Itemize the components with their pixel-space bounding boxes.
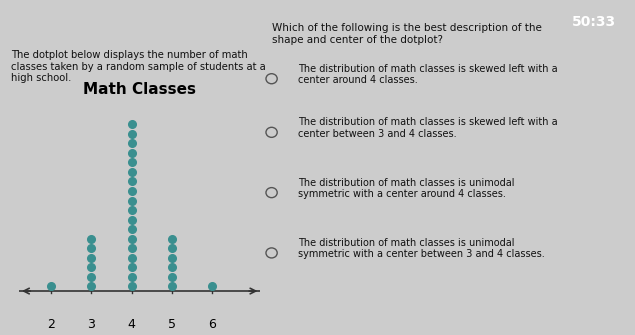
Text: The distribution of math classes is unimodal
symmetric with a center around 4 cl: The distribution of math classes is unim…: [298, 178, 514, 199]
Text: The dotplot below displays the number of math
classes taken by a random sample o: The dotplot below displays the number of…: [11, 50, 266, 83]
Text: The distribution of math classes is skewed left with a
center around 4 classes.: The distribution of math classes is skew…: [298, 64, 558, 85]
Text: 50:33: 50:33: [572, 15, 616, 29]
Title: Math Classes: Math Classes: [83, 81, 196, 96]
Text: The distribution of math classes is skewed left with a
center between 3 and 4 cl: The distribution of math classes is skew…: [298, 117, 558, 139]
Text: Which of the following is the best description of the
shape and center of the do: Which of the following is the best descr…: [272, 23, 542, 45]
Text: The distribution of math classes is unimodal
symmetric with a center between 3 a: The distribution of math classes is unim…: [298, 238, 545, 259]
